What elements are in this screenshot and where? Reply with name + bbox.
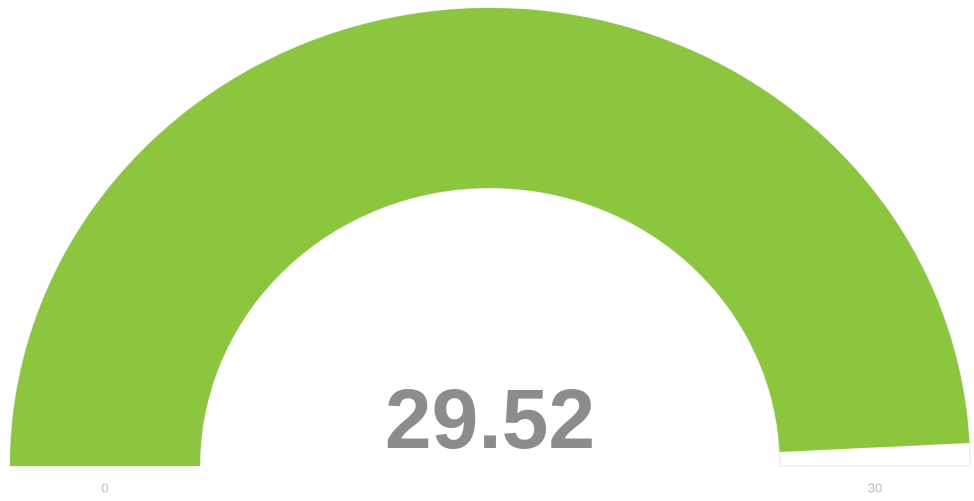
tick-label: 0 bbox=[101, 480, 108, 495]
gauge-value bbox=[10, 8, 970, 466]
tick-label: 30 bbox=[868, 480, 882, 495]
gauge-value-label: 29.52 bbox=[385, 372, 595, 466]
